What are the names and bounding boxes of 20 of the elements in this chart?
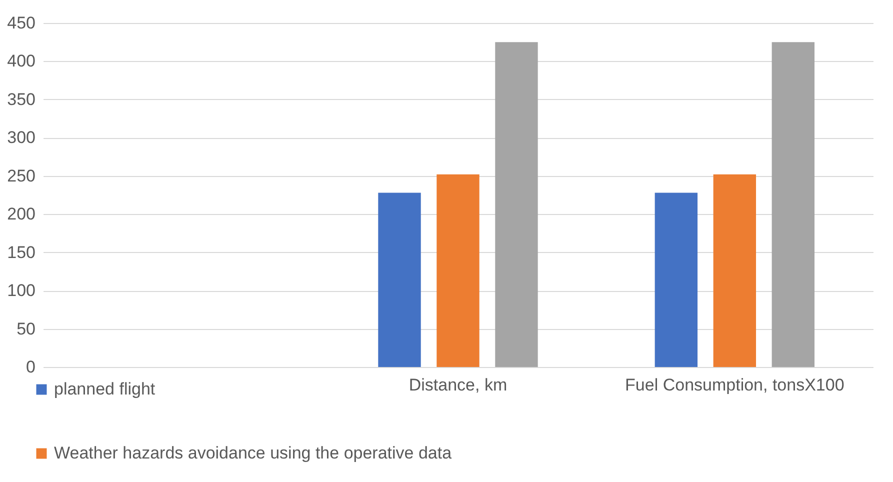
y-tick-label: 250 [7, 166, 36, 186]
y-tick-label: 200 [7, 204, 36, 224]
y-tick-label: 300 [7, 128, 36, 148]
bar [654, 192, 698, 367]
bar [495, 42, 538, 367]
bar [436, 174, 480, 367]
x-tick-label: Distance, km [408, 376, 508, 394]
legend-label: planned flight [54, 380, 156, 398]
y-tick-label: 400 [7, 52, 36, 71]
legend-label: Weather hazards avoidance using the operative data [54, 444, 452, 462]
y-tick-label: 100 [7, 281, 36, 300]
y-tick-label: 150 [7, 242, 36, 262]
bar [772, 42, 815, 367]
bar [713, 174, 756, 367]
x-tick-label: Fuel Consumption, tonsX100 [625, 376, 844, 394]
y-tick-label: 50 [16, 319, 36, 338]
y-tick-label: 0 [26, 358, 36, 376]
bar [378, 192, 421, 367]
y-tick-label: 450 [7, 14, 36, 32]
y-tick-label: 350 [7, 90, 36, 109]
